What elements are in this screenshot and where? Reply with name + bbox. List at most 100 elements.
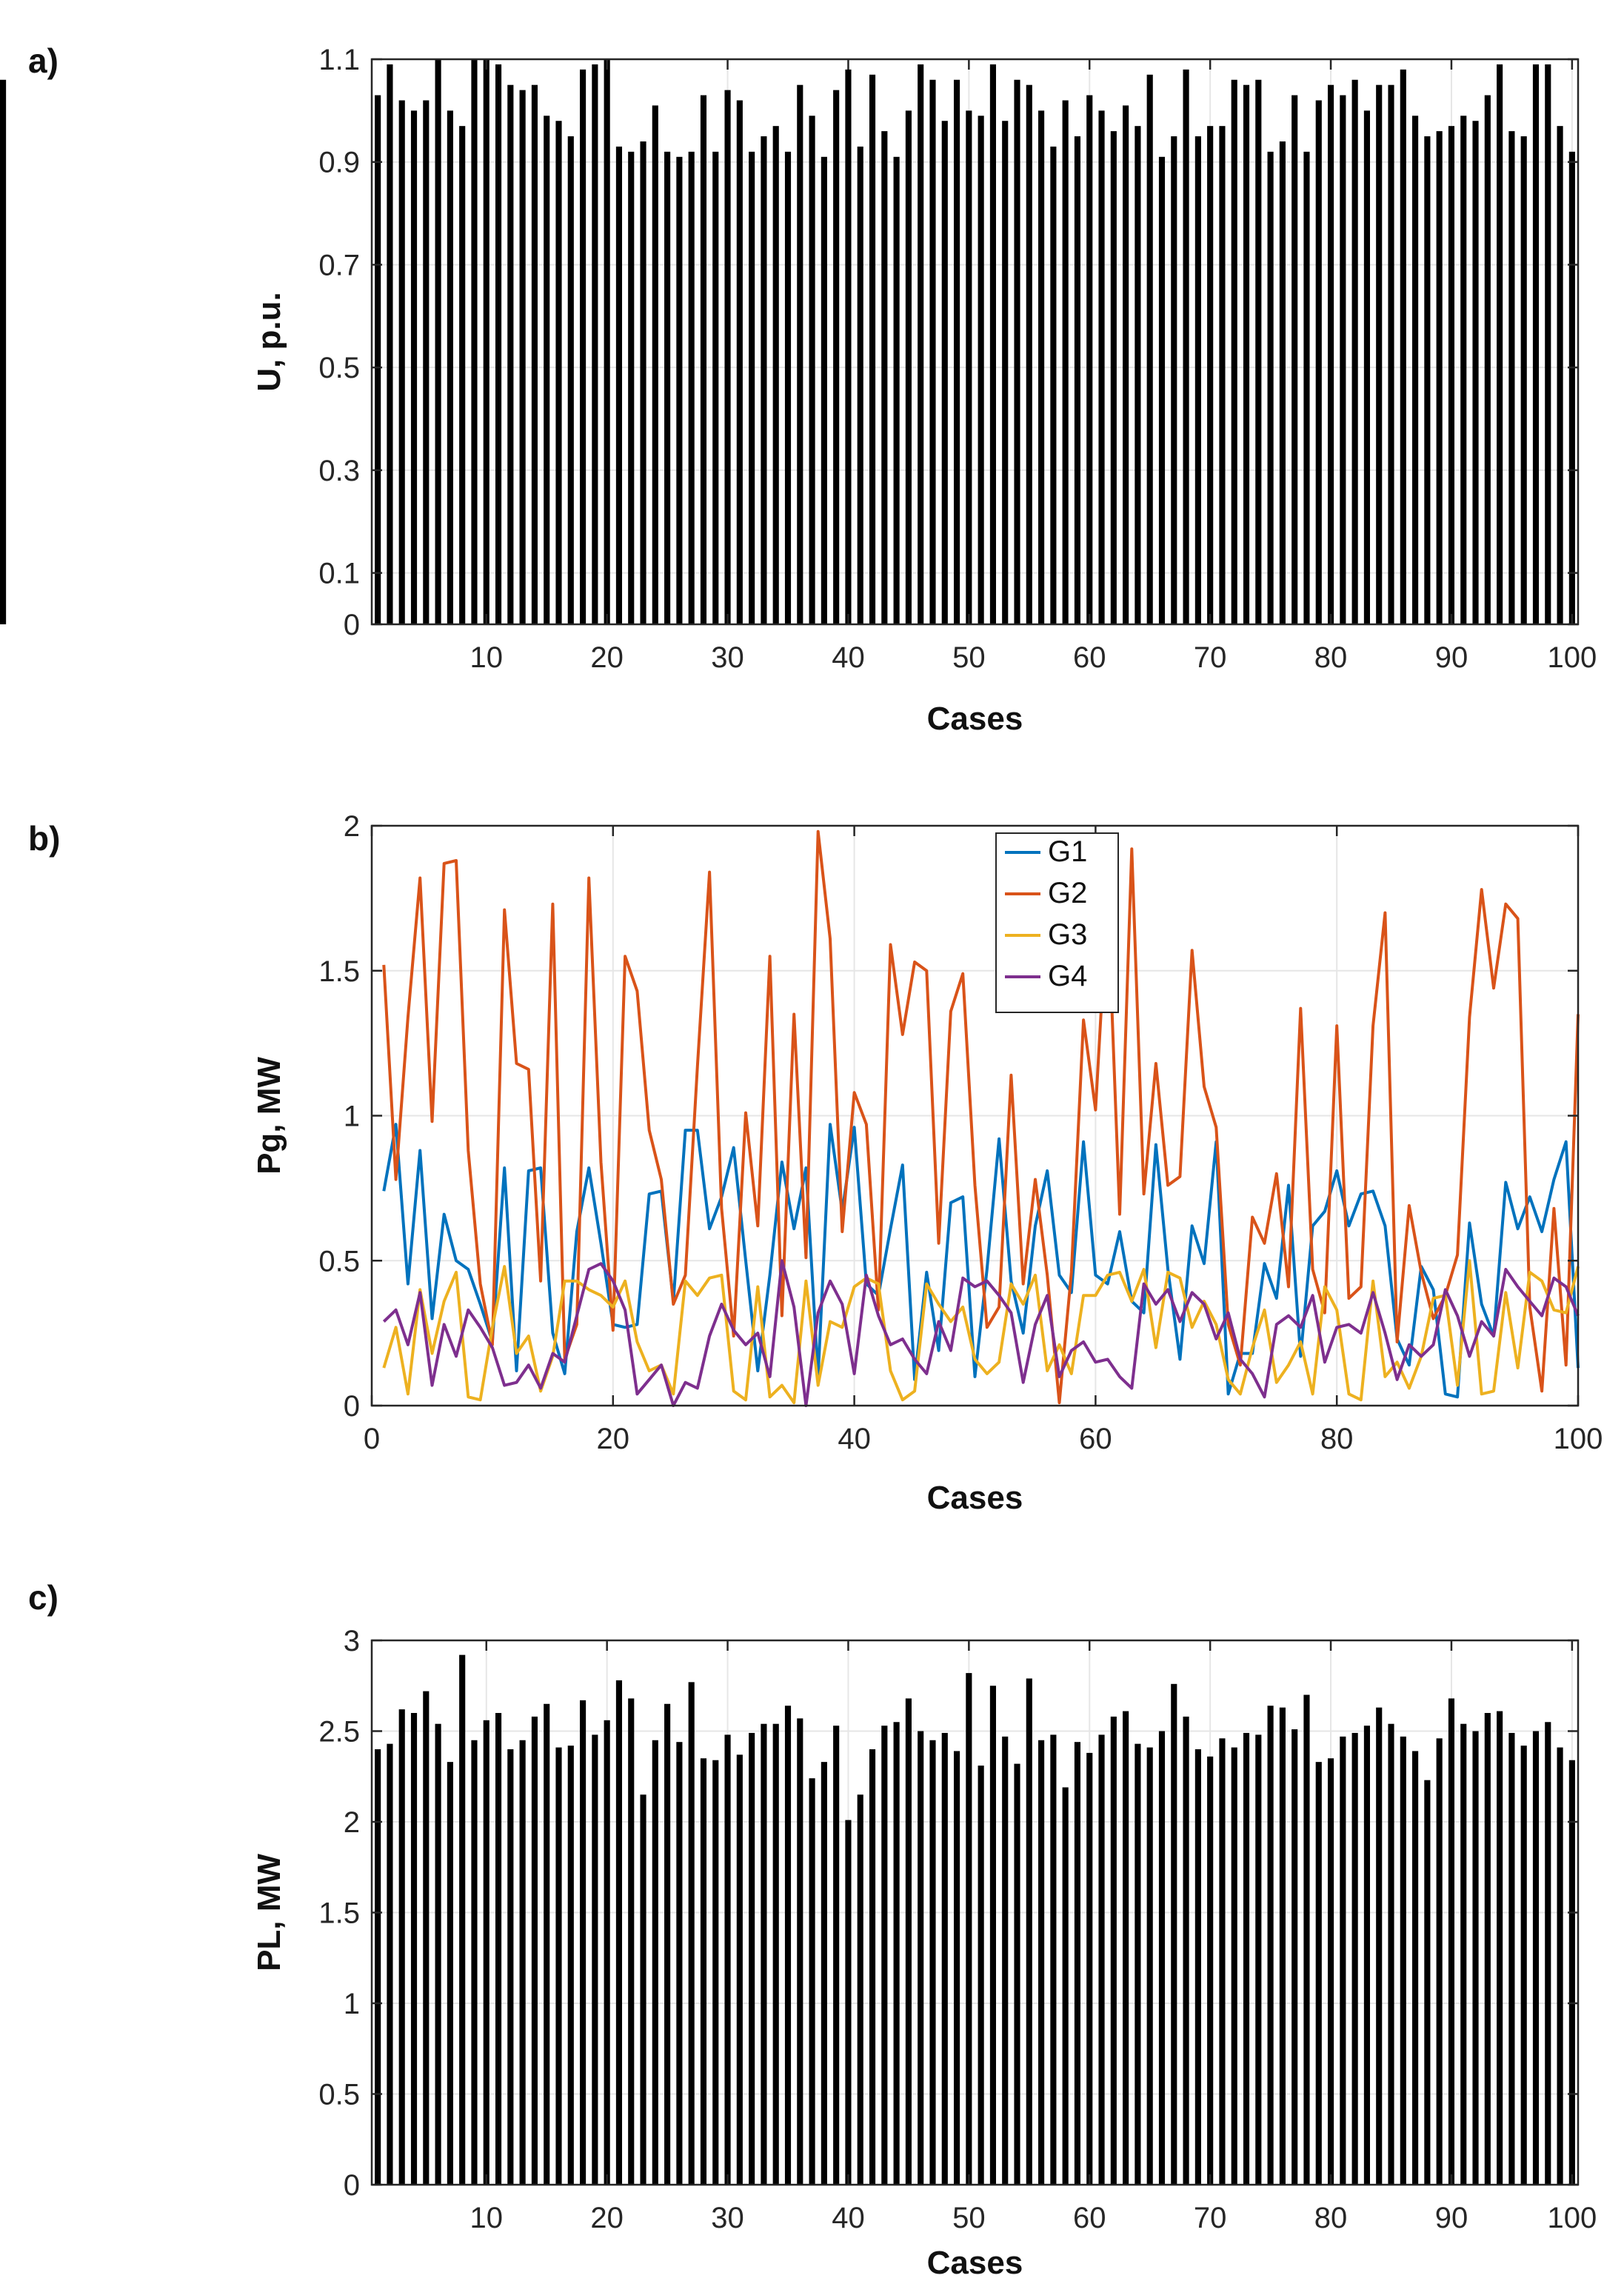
bar: [833, 1726, 840, 2185]
bar: [555, 121, 562, 625]
bar: [869, 74, 876, 625]
bar: [893, 1722, 900, 2185]
bar: [1279, 141, 1286, 624]
x-tick-label: 20: [590, 641, 624, 674]
bar: [1400, 69, 1406, 624]
bar: [507, 1749, 514, 2185]
bar: [531, 84, 538, 624]
x-tick-label: 10: [470, 2202, 504, 2234]
bar: [1171, 136, 1177, 624]
bar: [1436, 131, 1443, 625]
series-line-g4: [382, 1259, 1580, 1407]
y-tick-label: 0.9: [318, 147, 360, 179]
bar: [447, 1762, 453, 2185]
bar: [495, 1713, 502, 2185]
y-tick-label: 0: [344, 1390, 360, 1423]
y-tick-label: 0.1: [318, 558, 360, 590]
bar: [918, 64, 924, 625]
bar: [459, 1654, 466, 2185]
x-tick-label: 70: [1194, 641, 1227, 674]
bar: [1231, 79, 1237, 624]
x-tick-label: 40: [832, 641, 865, 674]
y-tick-label: 3: [344, 1625, 360, 1657]
bar: [1315, 100, 1322, 624]
bar: [845, 1820, 852, 2185]
bar: [1388, 84, 1394, 624]
bar: [1532, 64, 1540, 625]
series-line-g2: [382, 829, 1580, 1405]
bar: [1014, 1763, 1020, 2185]
bar: [749, 151, 755, 624]
x-tick-label: 80: [1320, 1423, 1354, 1455]
legend-box: [995, 832, 1119, 1013]
bar: [1231, 1747, 1237, 2185]
bar: [1123, 1711, 1129, 2185]
bar: [1062, 1787, 1069, 2185]
bar: [375, 95, 381, 624]
bar: [640, 141, 646, 624]
bar: [1436, 1738, 1443, 2185]
y-axis-label: PL, MW: [251, 1854, 287, 1971]
bar: [989, 1686, 997, 2185]
bar: [893, 156, 900, 625]
bar: [1291, 1729, 1298, 2185]
bar: [905, 110, 912, 624]
bar: [688, 1682, 695, 2185]
bar: [1484, 1713, 1491, 2185]
y-tick-label: 1.5: [318, 1897, 360, 1930]
x-axis-label: Cases: [927, 1480, 1023, 1516]
bar: [1038, 1740, 1045, 2185]
bar: [1291, 95, 1298, 624]
x-tick-label: 90: [1435, 2202, 1468, 2234]
ticks: 0 20 40 60 80 100 0 0.5 1 1.5 2: [318, 810, 1603, 1455]
bar: [1400, 1736, 1406, 2185]
bar: [580, 69, 587, 624]
bar: [1123, 105, 1129, 625]
bar: [1219, 1738, 1226, 2185]
ticks: 10 20 30 40 50 60 70 80 90 100 0 0.5 1 1.5 2 2.5 3: [318, 1625, 1597, 2234]
bar: [1568, 1760, 1575, 2185]
bar: [459, 126, 466, 624]
bar: [1002, 1736, 1009, 2185]
bar: [1376, 1707, 1383, 2185]
x-tick-label: 20: [597, 1423, 630, 1455]
bar: [0, 79, 7, 624]
chart-voltage: 10 20 30 40 50 60 70 80 90 100 0 0.1 0.3 0.5 0.7 0.9 1.1…: [0, 44, 1597, 737]
bar: [375, 1749, 381, 2185]
bar: [519, 1740, 526, 2185]
bar: [1315, 1762, 1322, 2185]
grid-lines: [372, 59, 1578, 625]
bar: [410, 110, 418, 624]
bar: [978, 116, 984, 625]
x-tick-label: 40: [838, 1423, 871, 1455]
bar: [1412, 116, 1419, 625]
bar: [929, 1740, 936, 2185]
bar: [1303, 151, 1310, 624]
y-tick-label: 0.5: [318, 1245, 360, 1278]
bar: [712, 151, 719, 624]
series-line-g1: [382, 1123, 1580, 1399]
x-tick-label: 30: [711, 2202, 744, 2234]
bar: [1460, 116, 1467, 625]
bar: [772, 1723, 779, 2185]
y-tick-label: 0: [344, 2169, 360, 2202]
bar: [423, 1691, 430, 2185]
x-tick-label: 60: [1073, 2202, 1106, 2234]
bar: [1158, 1731, 1166, 2185]
bar: [387, 1743, 393, 2185]
bar: [1388, 1723, 1394, 2185]
chart-generator-power: 0 20 40 60 80 100 0 0.5 1 1.5 2 Cases Pg, MW G1 G2 G3 G4: [251, 810, 1603, 1516]
bars: [375, 1654, 1575, 2185]
bar: [1255, 79, 1262, 624]
bar: [736, 100, 743, 624]
bar: [953, 1751, 960, 2185]
bar: [1484, 95, 1491, 624]
y-tick-label: 0.5: [318, 2079, 360, 2111]
bar: [615, 146, 623, 624]
bar: [1508, 131, 1515, 625]
bar: [1351, 1732, 1358, 2185]
legend-label-g2: G2: [1048, 877, 1087, 909]
bar: [483, 59, 489, 624]
bar: [555, 1747, 562, 2185]
panel-label-b: b): [28, 819, 61, 858]
